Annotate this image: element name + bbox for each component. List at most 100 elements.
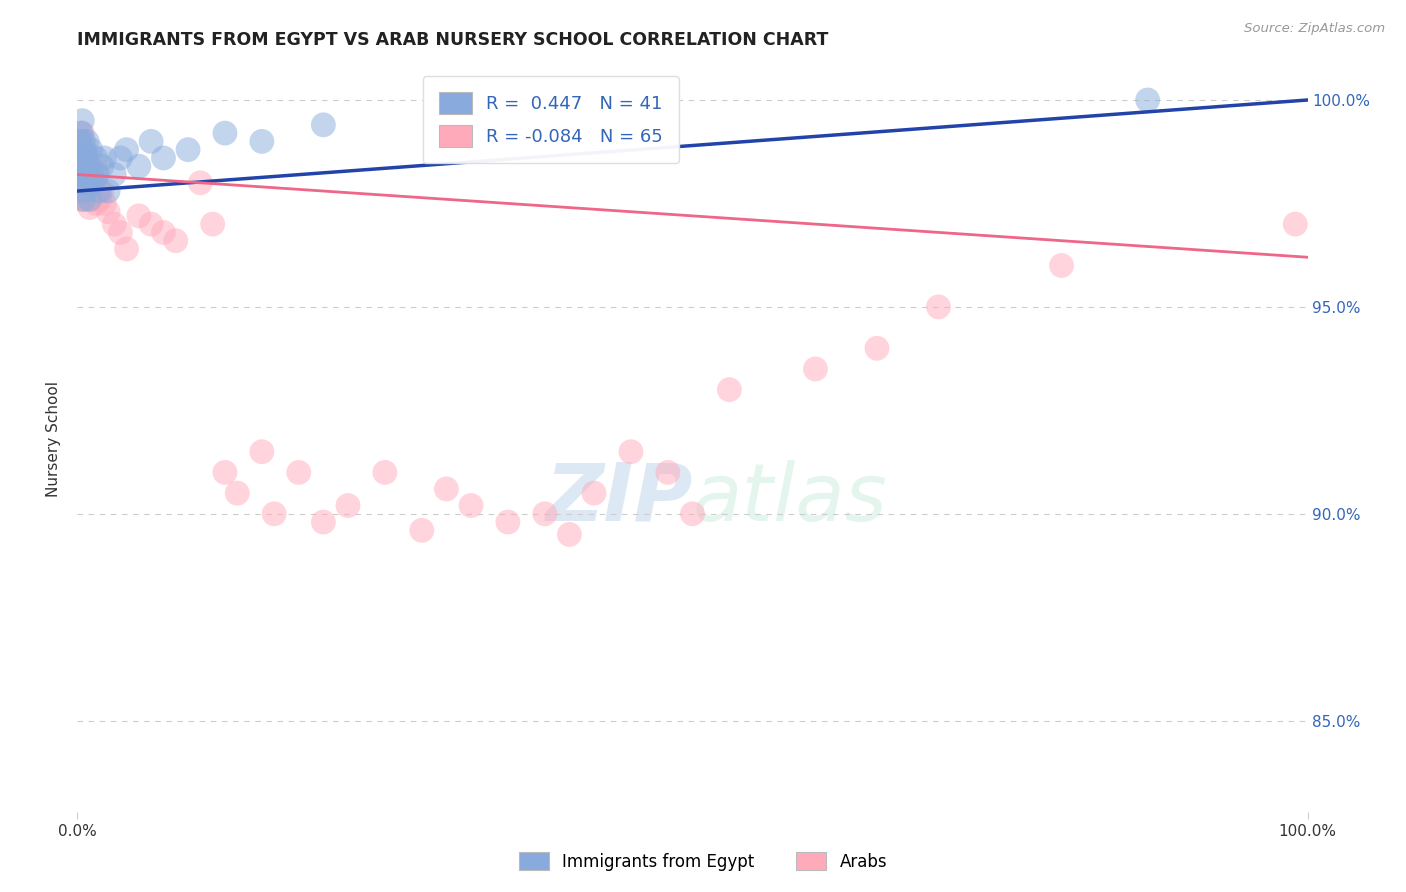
Point: [80, 143, 103, 157]
Point: [70, 192, 93, 206]
Point: [70, 126, 93, 140]
Point: [804, 362, 827, 376]
Point: [77, 159, 100, 173]
Point: [79, 171, 101, 186]
Point: [70, 159, 93, 173]
Point: [72, 192, 94, 206]
Text: atlas: atlas: [693, 460, 887, 538]
Legend: R =  0.447   N = 41, R = -0.084   N = 65: R = 0.447 N = 41, R = -0.084 N = 65: [423, 76, 679, 163]
Point: [250, 444, 273, 458]
Text: IMMIGRANTS FROM EGYPT VS ARAB NURSERY SCHOOL CORRELATION CHART: IMMIGRANTS FROM EGYPT VS ARAB NURSERY SC…: [77, 31, 828, 49]
Point: [82, 184, 104, 198]
Point: [72, 168, 94, 182]
Point: [152, 226, 174, 240]
Point: [72, 134, 94, 148]
Point: [226, 486, 249, 500]
Point: [70, 176, 93, 190]
Point: [80, 192, 103, 206]
Point: [1136, 93, 1159, 107]
Point: [90, 159, 114, 173]
Point: [201, 217, 224, 231]
Point: [76, 151, 98, 165]
Point: [86, 168, 108, 182]
Point: [70, 155, 93, 169]
Point: [141, 134, 163, 148]
Point: [70, 168, 93, 182]
Point: [69, 168, 91, 182]
Point: [72, 192, 94, 206]
Point: [73, 151, 96, 165]
Legend: Immigrants from Egypt, Arabs: Immigrants from Egypt, Arabs: [510, 844, 896, 880]
Point: [152, 151, 174, 165]
Point: [86, 168, 108, 182]
Point: [1050, 259, 1073, 273]
Point: [620, 444, 643, 458]
Y-axis label: Nursery School: Nursery School: [46, 381, 62, 498]
Point: [128, 209, 150, 223]
Point: [1284, 217, 1306, 231]
Point: [69, 134, 91, 148]
Point: [73, 143, 96, 157]
Point: [70, 151, 93, 165]
Point: [583, 486, 606, 500]
Point: [90, 184, 114, 198]
Point: [288, 466, 311, 480]
Point: [141, 217, 163, 231]
Point: [103, 217, 125, 231]
Point: [75, 192, 97, 206]
Point: [103, 168, 125, 182]
Point: [77, 184, 100, 198]
Point: [496, 515, 519, 529]
Point: [866, 341, 889, 355]
Point: [312, 515, 335, 529]
Point: [110, 151, 132, 165]
Point: [93, 151, 115, 165]
Point: [75, 176, 97, 190]
Point: [657, 466, 679, 480]
Point: [93, 196, 115, 211]
Point: [70, 126, 93, 140]
Point: [72, 176, 94, 190]
Point: [718, 383, 741, 397]
Point: [214, 126, 236, 140]
Point: [73, 168, 96, 182]
Point: [337, 499, 360, 513]
Point: [115, 242, 138, 256]
Point: [97, 184, 120, 198]
Point: [82, 168, 104, 182]
Point: [75, 163, 97, 178]
Point: [128, 159, 150, 173]
Point: [84, 196, 107, 211]
Point: [75, 146, 97, 161]
Point: [110, 226, 132, 240]
Point: [82, 192, 104, 206]
Point: [76, 168, 98, 182]
Point: [534, 507, 557, 521]
Point: [70, 143, 93, 157]
Point: [682, 507, 704, 521]
Point: [67, 155, 90, 169]
Point: [250, 134, 273, 148]
Point: [214, 466, 236, 480]
Point: [82, 176, 104, 190]
Point: [69, 184, 91, 198]
Point: [263, 507, 285, 521]
Point: [69, 155, 91, 169]
Point: [76, 176, 98, 190]
Point: [460, 499, 482, 513]
Point: [89, 192, 111, 206]
Point: [79, 201, 101, 215]
Point: [190, 176, 212, 190]
Point: [84, 151, 107, 165]
Point: [70, 143, 93, 157]
Text: ZIP: ZIP: [546, 460, 693, 538]
Point: [97, 204, 120, 219]
Point: [79, 168, 101, 182]
Point: [69, 134, 91, 148]
Point: [89, 184, 111, 198]
Point: [312, 118, 335, 132]
Point: [67, 176, 90, 190]
Point: [76, 134, 98, 148]
Point: [79, 192, 101, 206]
Point: [374, 466, 396, 480]
